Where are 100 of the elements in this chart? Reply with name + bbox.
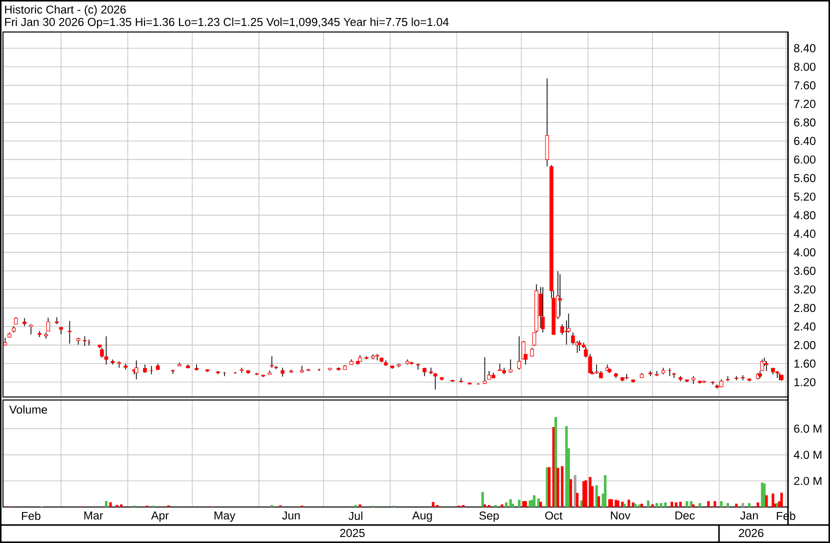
chart-title: Historic Chart - (c) 2026 [5,5,126,16]
bar [504,502,508,507]
x-tick-label: Jul [348,512,362,520]
candlestick [672,372,676,378]
bar [109,502,112,507]
bar [539,502,542,507]
bar [556,468,560,507]
candlestick [594,364,599,374]
bar [608,499,611,507]
bar [679,502,682,507]
bar [686,501,688,507]
candlestick [68,320,72,344]
y-tick-label: 8.00 [794,62,816,71]
candlestick [104,336,108,365]
bar [707,501,710,507]
y-tick-label: 7.20 [794,100,816,108]
bar [772,494,774,507]
x-tick-label: Jan [740,512,758,520]
bar [597,496,600,507]
bar [714,501,716,507]
bar [646,500,650,507]
bar [610,499,613,507]
x-tick-label: Mar [84,512,104,520]
y-tick-label: 4.00 [794,248,816,256]
bar [537,498,540,507]
bar [670,502,674,507]
x-tick-label: Aug [412,512,432,522]
bar [481,492,484,507]
candlestick [577,340,582,352]
bar [780,492,783,507]
bar [748,503,751,507]
candlestick [29,324,33,335]
bar [634,504,637,507]
bar [500,504,504,507]
x-tick-label: Jun [282,512,300,520]
candlestick [117,360,122,368]
bar [664,502,667,507]
candlestick [100,347,104,358]
bar [570,479,572,507]
x-tick-label: Oct [545,512,562,520]
x-tick-label: Apr [151,512,169,522]
y-tick-label: 4.0 M [794,450,822,459]
bar [560,466,564,507]
y-tick-label: 4.40 [794,230,816,238]
candlestick [482,356,487,384]
candlestick [540,286,545,333]
bar [660,503,662,507]
y-tick-label: 4.80 [794,211,816,220]
y-tick-label: 6.00 [794,155,816,164]
text: 2026 [738,528,764,538]
bar [548,467,551,507]
candlestick [433,372,438,390]
bar [604,475,606,507]
bar [358,504,362,507]
candlestick [508,359,512,374]
bar [104,500,108,507]
bar [576,492,579,507]
bar [726,503,730,507]
x-tick-label: Dec [675,512,695,520]
bar [765,495,768,507]
bar [616,500,620,507]
bar [565,426,568,507]
x-tick-label: May [214,512,236,522]
bar [518,500,520,507]
candlestick [517,336,522,370]
bar [756,502,760,507]
bar [524,501,527,507]
chart-subtitle: Fri Jan 30 2026 Op=1.35 Hi=1.36 Lo=1.23 Cl=1.25 Vol=1,099,345 Year hi=7.75 lo=1.04 [5,18,449,28]
candlestick [764,360,768,372]
candlestick [734,376,738,381]
y-tick-label: 7.60 [794,81,816,90]
x-tick-label: Sep [479,512,499,522]
bar [532,495,536,507]
bar [614,500,618,507]
y-tick-label: 3.60 [794,266,816,275]
bar [483,504,486,507]
bar [640,504,644,507]
y-tick-label: 6.40 [794,136,816,146]
candlestick [416,363,420,370]
y-tick-label: 2.00 [794,340,816,350]
candlestick [560,324,564,336]
y-tick-label: 2.0 M [794,476,822,485]
y-tick-label: 2.40 [794,322,816,331]
bar [698,503,702,507]
y-tick-label: 1.20 [794,378,816,386]
y-tick-label: 8.40 [794,44,816,52]
bar [584,480,588,507]
candlestick [270,356,274,368]
y-tick-label: 2.80 [794,304,816,312]
candlestick [429,367,433,375]
candlestick [82,336,87,346]
y-tick-label: 1.60 [794,360,816,368]
x-tick-label: Feb [22,512,40,520]
bar [432,502,434,507]
y-tick-label: 6.0 M [794,424,822,433]
candlestick [538,286,543,328]
bar [692,504,695,507]
bar [509,499,512,507]
candlestick [38,330,42,338]
candlestick [588,353,592,374]
